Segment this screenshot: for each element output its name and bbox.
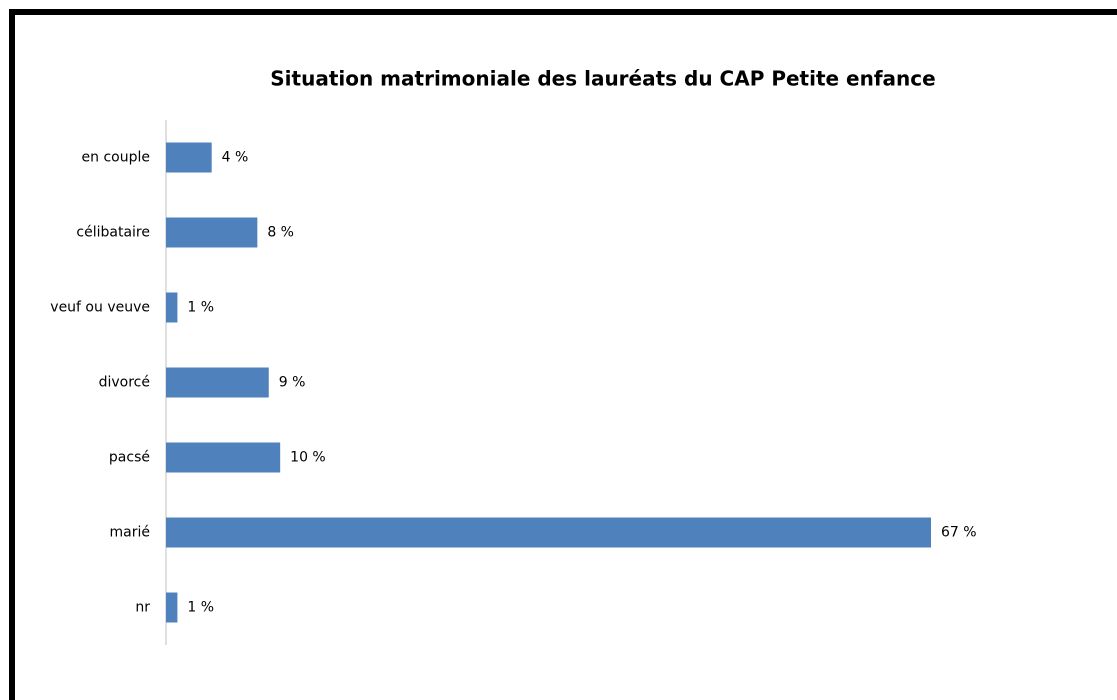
- bar: [166, 442, 281, 473]
- y-tick-label: nr: [135, 600, 150, 616]
- y-tick-label: marié: [110, 525, 150, 541]
- y-tick-label: divorcé: [99, 375, 150, 391]
- data-label: 1 %: [187, 600, 214, 616]
- y-tick-label: célibataire: [76, 225, 150, 241]
- data-label: 10 %: [290, 450, 326, 466]
- data-label: 1 %: [187, 300, 214, 316]
- chart-title: Situation matrimoniale des lauréats du C…: [270, 67, 935, 91]
- data-label: 4 %: [222, 150, 249, 166]
- y-tick-label: veuf ou veuve: [50, 300, 150, 316]
- bar: [166, 217, 258, 248]
- bar: [166, 592, 178, 623]
- bar: [166, 142, 212, 173]
- bar: [166, 367, 269, 398]
- bar: [166, 292, 178, 323]
- y-tick-label: en couple: [82, 150, 150, 166]
- data-label: 8 %: [267, 225, 294, 241]
- bar: [166, 517, 931, 548]
- chart-frame: [9, 9, 1117, 700]
- data-label: 67 %: [941, 525, 977, 541]
- data-label: 9 %: [279, 375, 306, 391]
- y-tick-label: pacsé: [109, 450, 150, 466]
